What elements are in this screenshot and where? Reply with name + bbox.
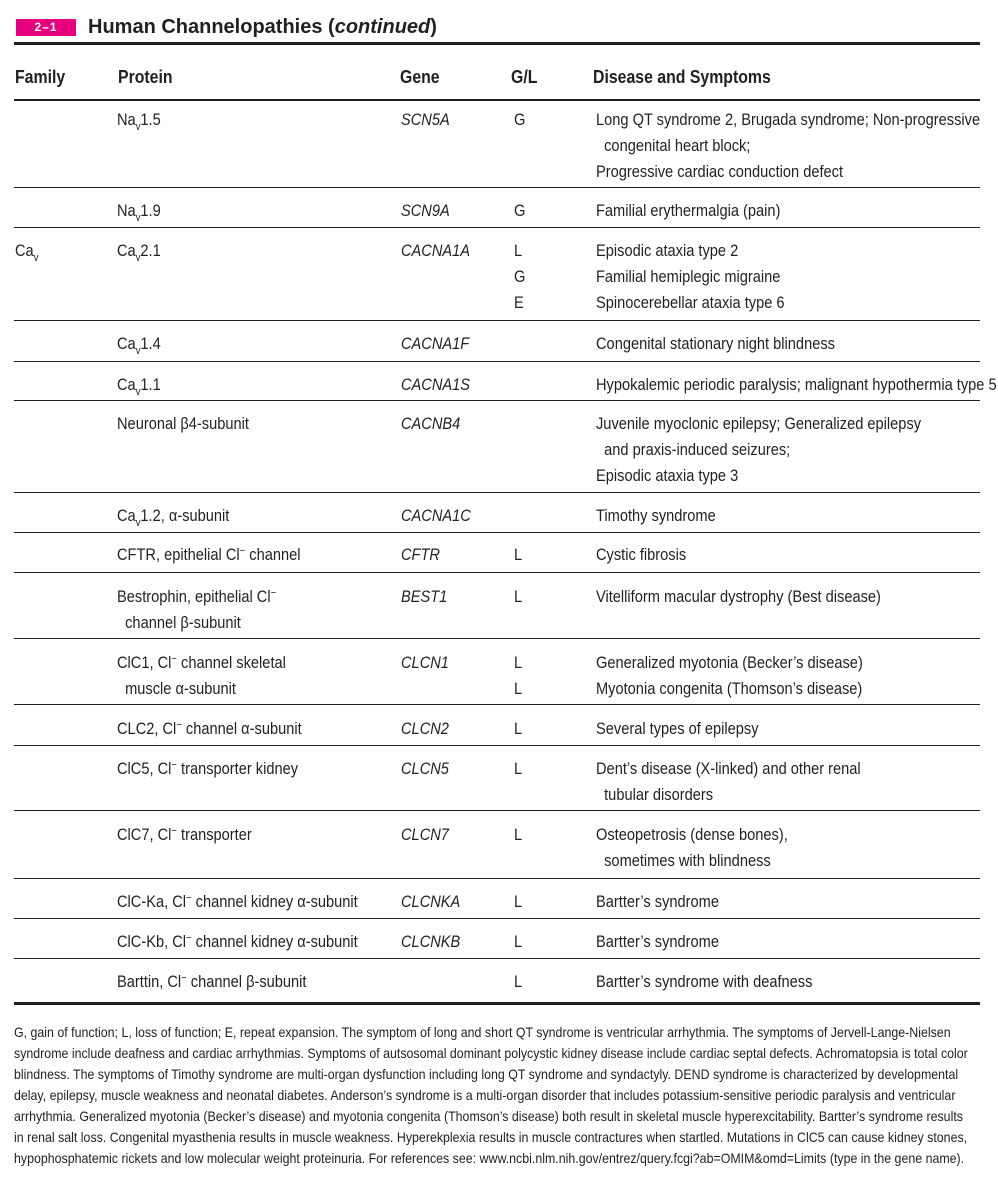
- table-title: Human Channelopathies (continued): [88, 16, 437, 38]
- row-separator: [14, 492, 980, 493]
- disease-cell: Cystic fibrosis: [596, 545, 687, 564]
- gene-cell: SCN5A: [401, 110, 450, 129]
- disease-cell: Juvenile myoclonic epilepsy; Generalized…: [596, 414, 922, 485]
- row-separator: [14, 187, 980, 188]
- column-header-gene: Gene: [400, 67, 440, 87]
- column-header-disease: Disease and Symptoms: [593, 67, 771, 87]
- disease-cell: Osteopetrosis (dense bones), sometimes w…: [596, 825, 788, 870]
- disease-cell: Congenital stationary night blindness: [596, 334, 835, 353]
- protein-cell: ClC7, Cl− transporter: [117, 825, 252, 844]
- gene-cell: CACNA1C: [401, 506, 471, 525]
- top-rule: [14, 42, 980, 45]
- table-number-badge: 2–1: [16, 19, 76, 36]
- protein-cell: ClC-Kb, Cl− channel kidney α-subunit: [117, 932, 358, 951]
- row-separator: [14, 361, 980, 362]
- gl-cell: G: [514, 110, 526, 129]
- gl-cell: L: [514, 719, 523, 738]
- disease-cell: Dent’s disease (X-linked) and other rena…: [596, 759, 861, 804]
- disease-cell: Hypokalemic periodic paralysis; malignan…: [596, 375, 997, 394]
- protein-cell: Nav1.5: [117, 110, 161, 133]
- gene-cell: CACNA1S: [401, 375, 471, 394]
- protein-cell: Barttin, Cl− channel β-subunit: [117, 972, 307, 991]
- gl-cell: L: [514, 892, 523, 911]
- protein-cell: Nav1.9: [117, 201, 161, 224]
- table-title-bar: 2–1 Human Channelopathies (continued): [14, 14, 984, 40]
- gene-cell: CACNB4: [401, 414, 461, 433]
- protein-cell: ClC5, Cl− transporter kidney: [117, 759, 299, 778]
- gene-cell: CFTR: [401, 545, 440, 564]
- protein-cell: Cav1.2, α-subunit: [117, 506, 230, 529]
- gl-cell: L: [514, 545, 523, 564]
- row-separator: [14, 810, 980, 811]
- gene-cell: SCN9A: [401, 201, 450, 220]
- gl-cell: L: [514, 759, 523, 778]
- disease-cell: Episodic ataxia type 2 Familial hemiplegi…: [596, 241, 785, 312]
- protein-cell: CFTR, epithelial Cl− channel: [117, 545, 301, 564]
- protein-cell: Cav1.1: [117, 375, 161, 398]
- table-footnote: G, gain of function; L, loss of function…: [14, 1024, 968, 1166]
- protein-cell: Neuronal β4-subunit: [117, 414, 249, 433]
- family-cell: Cav: [15, 241, 39, 264]
- disease-cell: Bartter’s syndrome with deafness: [596, 972, 813, 991]
- column-header-protein: Protein: [118, 67, 173, 87]
- disease-cell: Vitelliform macular dystrophy (Best dise…: [596, 587, 881, 606]
- row-separator: [14, 704, 980, 705]
- gene-cell: CLCNKA: [401, 892, 461, 911]
- row-separator: [14, 745, 980, 746]
- row-separator: [14, 400, 980, 401]
- column-header-family: Family: [15, 67, 66, 87]
- gene-cell: CLCN1: [401, 653, 449, 672]
- gene-cell: CLCNKB: [401, 932, 461, 951]
- protein-cell: ClC-Ka, Cl− channel kidney α-subunit: [117, 892, 358, 911]
- gl-cell: G: [514, 201, 526, 220]
- disease-cell: Familial erythermalgia (pain): [596, 201, 781, 220]
- protein-cell: ClC1, Cl− channel skeletal muscle α-subu…: [117, 653, 286, 698]
- row-separator: [14, 878, 980, 879]
- row-separator: [14, 572, 980, 573]
- gl-cell: L: [514, 587, 523, 606]
- row-separator: [14, 918, 980, 919]
- gene-cell: CLCN7: [401, 825, 449, 844]
- disease-cell: Bartter’s syndrome: [596, 892, 719, 911]
- disease-cell: Timothy syndrome: [596, 506, 716, 525]
- disease-cell: Generalized myotonia (Becker’s disease) M…: [596, 653, 863, 698]
- row-separator: [14, 227, 980, 228]
- gl-cell: L: [514, 825, 523, 844]
- row-separator: [14, 532, 980, 533]
- bottom-rule: [14, 1002, 980, 1005]
- protein-cell: Cav1.4: [117, 334, 161, 357]
- row-separator: [14, 320, 980, 321]
- gene-cell: CLCN5: [401, 759, 449, 778]
- gl-cell: L: [514, 972, 523, 991]
- protein-cell: Bestrophin, epithelial Cl− channel β-sub…: [117, 587, 277, 632]
- row-separator: [14, 958, 980, 959]
- protein-cell: CLC2, Cl− channel α-subunit: [117, 719, 302, 738]
- gene-cell: CLCN2: [401, 719, 449, 738]
- row-separator: [14, 638, 980, 639]
- column-header-gl: G/L: [511, 67, 538, 87]
- disease-cell: Long QT syndrome 2, Brugada syndrome; No…: [596, 110, 981, 181]
- disease-cell: Several types of epilepsy: [596, 719, 759, 738]
- header-rule: [14, 99, 980, 101]
- disease-cell: Bartter’s syndrome: [596, 932, 719, 951]
- gene-cell: CACNA1A: [401, 241, 471, 260]
- gene-cell: BEST1: [401, 587, 448, 606]
- protein-cell: Cav2.1: [117, 241, 161, 264]
- gl-cell: L: [514, 932, 523, 951]
- gene-cell: CACNA1F: [401, 334, 470, 353]
